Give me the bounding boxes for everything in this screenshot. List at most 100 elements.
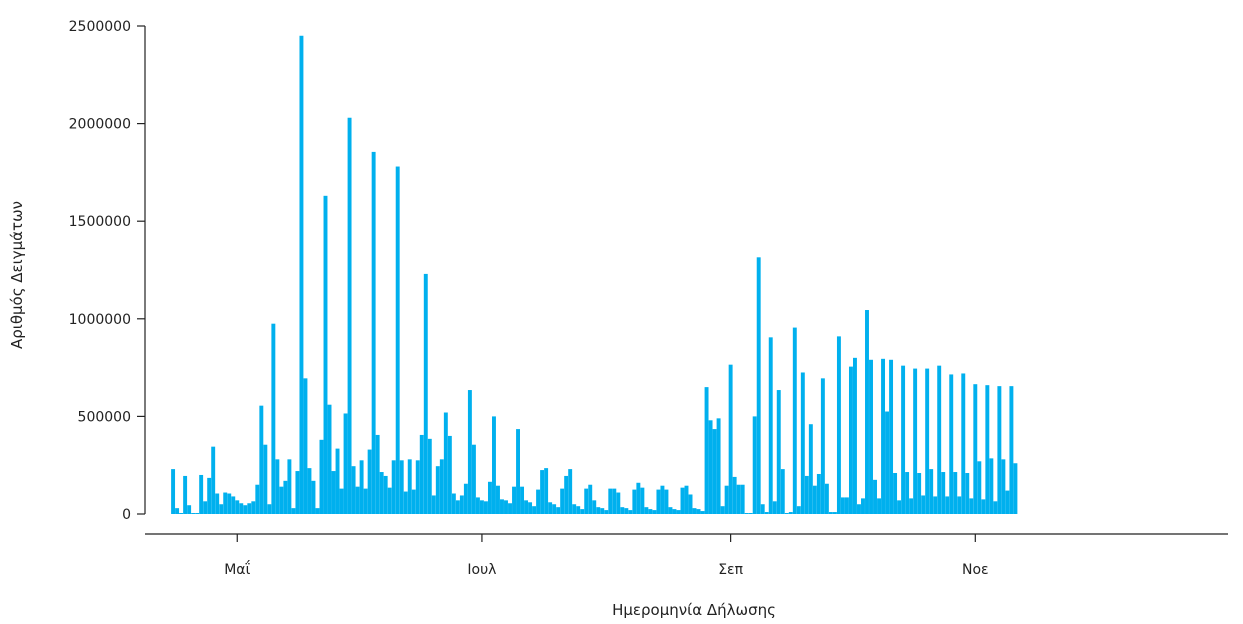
x-tick-label: Σεπ [718, 562, 743, 578]
bar [315, 508, 320, 514]
bar [576, 506, 581, 514]
bar [656, 489, 661, 514]
bar [387, 487, 392, 514]
bar [568, 469, 573, 514]
bar [504, 500, 508, 514]
y-tick-label: 1000000 [69, 312, 131, 328]
bar [961, 373, 966, 514]
bar [596, 507, 601, 514]
bar [640, 487, 645, 514]
bar [796, 506, 801, 514]
bar [877, 498, 881, 514]
bar [728, 364, 733, 514]
bar [215, 493, 220, 514]
bar [953, 472, 958, 514]
bar [479, 500, 484, 514]
bar [492, 416, 496, 514]
bar [399, 460, 404, 514]
bar [572, 504, 577, 514]
bar [560, 488, 565, 514]
bar [664, 489, 669, 514]
bar [496, 485, 500, 514]
bar [824, 483, 829, 514]
bar [901, 365, 906, 514]
bar [395, 166, 400, 515]
bar [564, 475, 569, 514]
bar [873, 479, 877, 514]
bar [175, 508, 180, 514]
bar [431, 495, 436, 514]
bar [668, 507, 673, 514]
bar [207, 477, 212, 514]
bar [467, 390, 472, 514]
bar [307, 468, 312, 514]
bar [861, 498, 865, 514]
bar [556, 507, 561, 514]
bar [909, 498, 914, 514]
bar [648, 509, 653, 514]
bar [1013, 463, 1018, 514]
x-tick-label: Μαΐ [224, 560, 250, 578]
bar [283, 480, 288, 514]
bar [367, 449, 372, 514]
bar [592, 500, 597, 514]
bar [1001, 459, 1006, 514]
bar [969, 498, 974, 514]
bar [311, 480, 316, 514]
bar [736, 484, 741, 514]
bar [893, 473, 898, 514]
bar [768, 337, 773, 514]
bar [672, 509, 677, 514]
bar [524, 500, 529, 514]
bar [343, 413, 348, 514]
bar [853, 357, 857, 514]
bar [692, 508, 697, 514]
bar [684, 485, 689, 514]
bar [199, 474, 204, 514]
bar [391, 460, 396, 514]
bar [487, 481, 492, 514]
bar [443, 412, 448, 514]
bar [905, 472, 910, 514]
bar [455, 500, 460, 514]
bar [788, 512, 793, 514]
bar [772, 501, 777, 514]
bar [203, 501, 208, 514]
bar [600, 508, 605, 514]
bar [712, 429, 717, 514]
bar [339, 488, 344, 514]
bar [820, 378, 825, 514]
bar [259, 405, 264, 514]
bar [351, 466, 356, 514]
bar [291, 508, 296, 514]
bar [483, 501, 488, 514]
bar [776, 390, 781, 514]
bar [247, 503, 252, 514]
bar [704, 387, 709, 514]
bar [792, 327, 797, 514]
bar [676, 510, 681, 514]
bar [977, 461, 982, 514]
bar [857, 504, 861, 514]
bar [744, 513, 749, 514]
bar [580, 509, 585, 514]
bar [251, 501, 256, 514]
bar [295, 471, 300, 514]
bar [584, 488, 589, 514]
bar [171, 469, 176, 514]
bar [419, 434, 424, 514]
bar [933, 496, 938, 514]
bar [319, 439, 324, 514]
bar [660, 485, 665, 514]
bar [784, 513, 789, 514]
bar [997, 386, 1002, 514]
bar [844, 497, 849, 514]
bar [760, 504, 765, 514]
bar [403, 491, 408, 514]
bar [1005, 490, 1010, 514]
bar [540, 470, 545, 514]
bar [644, 507, 649, 514]
bar [937, 365, 942, 514]
bar [917, 473, 922, 514]
